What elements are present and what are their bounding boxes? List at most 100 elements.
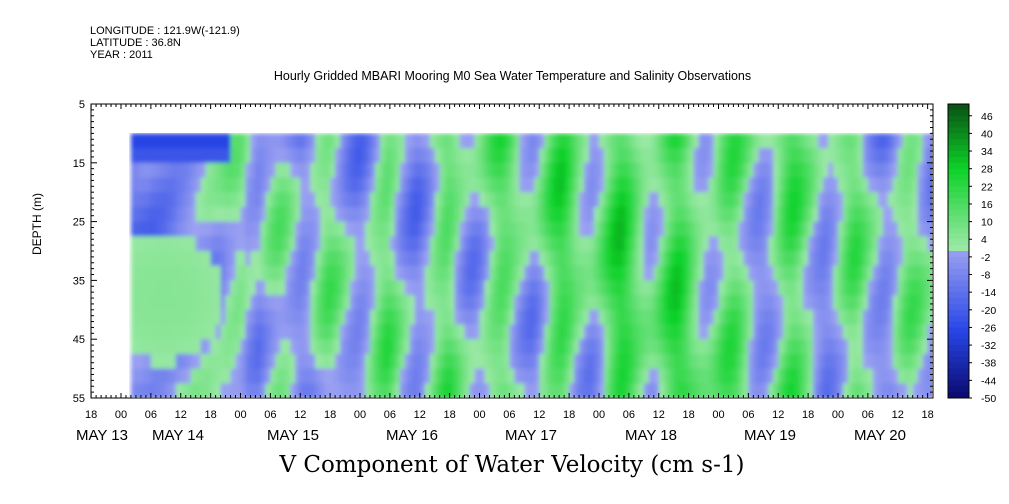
colorbar-label: 46 [981, 111, 993, 123]
field-cell [350, 177, 356, 193]
field-cell [867, 177, 874, 193]
field-cell [733, 368, 740, 385]
field-cell [489, 339, 496, 355]
field-cell [852, 265, 859, 282]
field-cell [459, 324, 466, 340]
field-cell [424, 383, 431, 397]
x-hour-label: 12 [414, 409, 426, 421]
colorbar-segment [948, 151, 969, 158]
field-cell [842, 206, 849, 223]
field-cell [135, 383, 142, 397]
field-cell [379, 221, 386, 238]
field-cell [773, 148, 780, 164]
field-cell [569, 206, 575, 223]
field-cell [643, 148, 650, 164]
field-cell [230, 177, 237, 193]
field-cell [464, 339, 471, 355]
field-cell [185, 324, 192, 340]
field-cell [569, 295, 575, 311]
field-cell [847, 192, 854, 208]
field-cell [379, 251, 386, 267]
field-cell [474, 133, 481, 149]
field-cell [783, 368, 790, 385]
field-cell [394, 236, 401, 252]
field-cell [723, 251, 730, 267]
field-cell [514, 133, 521, 149]
field-cell [454, 162, 461, 179]
field-cell [509, 339, 516, 355]
field-cell [938, 369, 944, 385]
field-cell [429, 192, 436, 208]
field-cell [439, 221, 446, 238]
field-cell [638, 162, 645, 179]
field-cell [728, 383, 735, 397]
field-cell [668, 133, 675, 149]
colorbar-segment [948, 203, 969, 211]
field-cell [300, 339, 307, 355]
field-cell [260, 295, 267, 311]
field-cell [653, 309, 660, 326]
x-hour-label: 00 [832, 409, 844, 421]
field-cell [429, 353, 436, 370]
field-cell [628, 368, 635, 385]
field-cell [305, 265, 312, 282]
field-cell [608, 295, 615, 311]
field-cell [653, 148, 660, 164]
field-cell [310, 236, 316, 252]
field-cell [589, 295, 595, 311]
field-cell [529, 353, 536, 370]
field-cell [882, 280, 889, 296]
field-cell [160, 368, 167, 385]
field-cell [574, 162, 580, 179]
field-cell [693, 324, 700, 340]
field-cell [270, 177, 277, 193]
field-cell [902, 192, 909, 208]
field-cell [653, 251, 660, 267]
field-cell [838, 265, 844, 282]
field-cell [943, 236, 949, 252]
field-cell [369, 295, 376, 311]
x-hour-label: 12 [533, 409, 545, 421]
field-cell [494, 162, 501, 179]
field-cell [658, 324, 665, 340]
field-cell [638, 177, 645, 193]
field-cell [753, 280, 760, 296]
field-cell [205, 177, 212, 193]
field-cell [325, 324, 331, 340]
field-cell [877, 309, 884, 326]
field-cell [285, 251, 292, 267]
field-cell [335, 206, 341, 223]
field-cell [459, 353, 466, 370]
field-cell [728, 309, 735, 326]
field-cell [135, 206, 142, 223]
colorbar-segment [948, 374, 969, 381]
field-cell [130, 236, 137, 252]
field-cell [215, 339, 222, 355]
field-cell [857, 309, 864, 326]
field-cell [280, 221, 287, 238]
field-cell [818, 383, 824, 397]
field-cell [718, 148, 725, 164]
field-cell [155, 148, 162, 164]
field-cell [788, 280, 794, 296]
field-cell [703, 221, 710, 238]
field-cell [569, 280, 575, 296]
field-cell [763, 148, 770, 164]
field-cell [479, 148, 486, 164]
field-cell [160, 324, 167, 340]
field-cell [862, 192, 869, 208]
field-cell [658, 295, 665, 311]
field-cell [180, 206, 187, 223]
field-cell [693, 221, 700, 238]
field-cell [813, 206, 819, 223]
field-cell [703, 353, 710, 370]
field-cell [708, 133, 715, 149]
field-cell [564, 295, 570, 311]
field-cell [534, 192, 541, 208]
field-cell [554, 162, 560, 179]
field-cell [549, 353, 555, 370]
field-cell [175, 148, 182, 164]
colorbar-segment [948, 262, 969, 270]
field-cell [444, 324, 451, 340]
field-cell [599, 192, 605, 208]
